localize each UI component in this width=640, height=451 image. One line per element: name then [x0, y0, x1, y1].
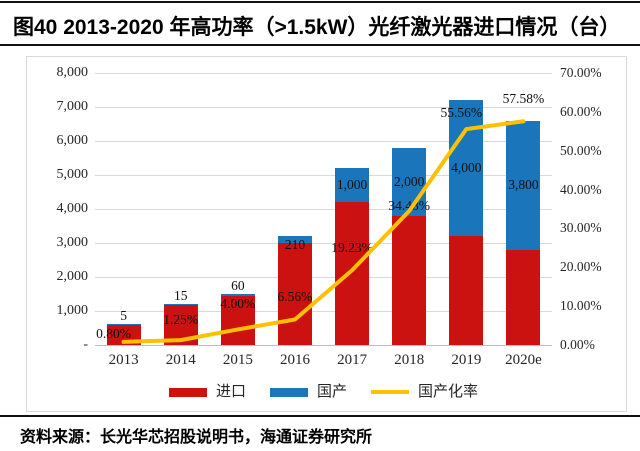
x-axis-tick-2013: 2013: [108, 352, 139, 368]
top-border-line: [0, 1, 640, 3]
left-axis-tick: 8,000: [56, 65, 89, 80]
bar-2013-domestic: [106, 323, 141, 325]
value-label-2016: 210: [284, 237, 306, 253]
gridline: [95, 107, 552, 108]
left-axis-tick: 5,000: [56, 167, 89, 182]
left-axis-tick: 1,000: [56, 303, 89, 318]
legend-label-domestic: 国产: [316, 384, 347, 400]
gridline: [95, 73, 552, 74]
legend-item-import: 进口: [168, 384, 246, 400]
right-axis-tick: 60.00%: [560, 103, 602, 119]
legend-swatch-domestic: [269, 387, 308, 397]
footer-divider-line: [0, 415, 640, 417]
bar-2020e-import: [506, 249, 541, 345]
gridline: [95, 209, 552, 210]
legend-label-localization-rate: 国产化率: [418, 384, 479, 400]
value-label-2020e: 3,800: [508, 177, 539, 193]
right-axis-tick: 70.00%: [560, 65, 602, 80]
rate-label-2017: 19.23%: [331, 240, 373, 256]
right-axis-tick: 0.00%: [560, 337, 595, 352]
x-axis-tick-2017: 2017: [337, 352, 368, 368]
rate-label-2020e: 57.58%: [502, 91, 545, 107]
rate-label-2014: 1.25%: [163, 312, 199, 328]
x-axis-tick-2018: 2018: [394, 352, 425, 368]
rate-label-2013: 0.80%: [96, 325, 131, 341]
x-axis-line: [95, 345, 552, 346]
title-divider-line: [0, 44, 640, 46]
x-axis-tick-2016: 2016: [279, 352, 310, 368]
legend-swatch-localization-rate: [371, 390, 409, 394]
rate-label-2016: 6.56%: [277, 288, 313, 304]
right-axis-tick: 20.00%: [560, 259, 602, 275]
right-axis-tick: 50.00%: [560, 142, 602, 158]
rate-label-2018: 34.48%: [388, 198, 430, 214]
x-axis-tick-2019: 2019: [451, 352, 482, 368]
left-axis-tick: -: [83, 337, 88, 352]
left-axis-tick: 4,000: [56, 201, 89, 216]
value-label-2013: 5: [120, 307, 127, 323]
x-axis-tick-2015: 2015: [222, 352, 253, 368]
left-axis-tick: 2,000: [56, 269, 89, 284]
left-axis-tick: 7,000: [56, 99, 89, 114]
left-axis-tick: 3,000: [56, 235, 89, 250]
bar-2019-import: [449, 236, 484, 345]
rate-label-2019: 55.56%: [440, 105, 483, 121]
value-label-2019: 4,000: [451, 160, 482, 176]
value-label-2015: 60: [231, 278, 245, 293]
figure-title: 图40 2013-2020 年高功率（>1.5kW）光纤激光器进口情况（台）: [13, 16, 621, 39]
left-axis-tick: 6,000: [56, 133, 89, 148]
legend-item-domestic: 国产: [269, 384, 347, 400]
bar-2018-import: [392, 215, 427, 345]
bar-2017-import: [335, 202, 370, 345]
chart-legend: 进口 国产 国产化率: [95, 384, 552, 400]
legend-swatch-import: [168, 387, 207, 397]
right-axis-tick: 10.00%: [560, 298, 602, 314]
x-axis-tick-2014: 2014: [165, 352, 196, 368]
value-label-2014: 15: [173, 288, 188, 304]
x-axis-tick-2020e: 2020e: [505, 352, 542, 368]
value-label-2018: 2,000: [394, 173, 425, 189]
legend-item-localization-rate: 国产化率: [371, 384, 478, 400]
gridline: [95, 141, 552, 142]
gridline: [95, 277, 552, 278]
value-label-2017: 1,000: [336, 177, 368, 193]
right-axis-tick: 40.00%: [560, 181, 602, 197]
source-note: 资料来源：长光华芯招股说明书，海通证券研究所: [20, 429, 373, 446]
bar-2014-domestic: [163, 304, 198, 305]
right-axis-tick: 30.00%: [560, 220, 602, 236]
legend-label-import: 进口: [215, 384, 246, 400]
